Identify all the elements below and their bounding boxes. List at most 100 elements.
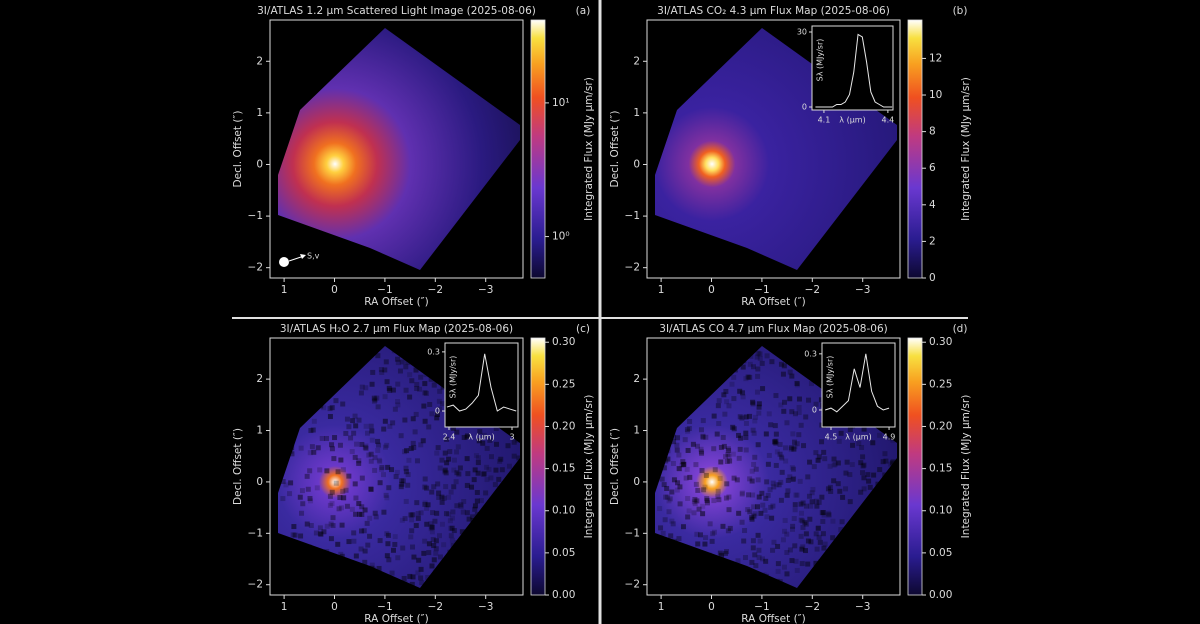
image-pixel [430, 510, 436, 516]
image-pixel [781, 564, 787, 570]
image-pixel [895, 513, 901, 519]
image-pixel [414, 458, 420, 464]
image-pixel [356, 458, 362, 464]
image-pixel [793, 492, 799, 498]
image-pixel [661, 465, 667, 471]
image-pixel [328, 375, 334, 381]
image-pixel [691, 499, 697, 505]
image-pixel [882, 451, 888, 457]
image-pixel [309, 444, 315, 450]
image-pixel [464, 434, 470, 440]
image-pixel [440, 384, 446, 390]
image-pixel [814, 546, 820, 552]
colorbar [530, 337, 546, 596]
image-pixel [766, 452, 772, 458]
image-pixel [731, 396, 737, 402]
image-pixel [493, 467, 499, 473]
image-pixel [784, 420, 790, 426]
image-pixel [314, 485, 320, 491]
image-pixel [362, 507, 368, 513]
image-pixel [501, 534, 507, 540]
y-tick-label: −1 [625, 210, 640, 222]
image-pixel [694, 348, 700, 354]
image-pixel [674, 571, 680, 577]
image-pixel [842, 568, 848, 574]
image-pixel [398, 433, 404, 439]
image-pixel [314, 565, 320, 571]
image-pixel [858, 460, 864, 466]
image-pixel [307, 468, 313, 474]
image-pixel [317, 384, 323, 390]
image-pixel [510, 559, 516, 565]
y-axis-label: Decl. Offset (″) [232, 111, 244, 188]
image-pixel [711, 365, 717, 371]
image-pixel [695, 541, 701, 547]
image-pixel [475, 470, 481, 476]
image-pixel [319, 435, 325, 441]
inset-x-tick-label: 4.5 [825, 433, 838, 442]
panel-label: (d) [953, 323, 968, 335]
image-pixel [816, 499, 822, 505]
image-pixel [692, 501, 698, 507]
image-pixel [478, 566, 484, 572]
image-pixel [479, 559, 485, 565]
image-pixel [858, 489, 864, 495]
image-pixel [306, 356, 312, 362]
image-pixel [457, 577, 463, 583]
colorbar-tick-label: 0.05 [929, 547, 952, 559]
image-pixel [820, 510, 826, 516]
image-pixel [428, 521, 434, 527]
inset-y-tick-label: 0 [435, 407, 440, 416]
image-pixel [499, 467, 505, 473]
image-pixel [286, 404, 292, 410]
image-pixel [449, 583, 455, 589]
image-pixel [391, 348, 397, 354]
image-pixel [791, 446, 797, 452]
image-pixel [280, 568, 286, 574]
image-pixel [683, 374, 689, 380]
image-pixel [433, 378, 439, 384]
y-tick-label: 0 [633, 158, 640, 170]
image-pixel [413, 367, 419, 373]
image-pixel [487, 437, 493, 443]
image-pixel [488, 475, 494, 481]
image-pixel [307, 403, 313, 409]
image-pixel [703, 472, 709, 478]
image-pixel [894, 352, 900, 358]
x-tick-label: −2 [428, 284, 443, 296]
image-pixel [439, 494, 445, 500]
image-pixel [384, 531, 390, 537]
image-pixel [377, 459, 383, 465]
image-pixel [405, 482, 411, 488]
image-pixel [697, 532, 703, 538]
image-pixel [324, 435, 330, 441]
image-pixel [863, 514, 869, 520]
x-tick-label: −2 [805, 284, 820, 296]
image-pixel [416, 557, 422, 563]
image-pixel [475, 455, 481, 461]
image-pixel [414, 500, 420, 506]
image-pixel [841, 573, 847, 579]
image-pixel [796, 396, 802, 402]
axes-frame [646, 337, 901, 596]
image-pixel [866, 478, 872, 484]
image-pixel [300, 501, 306, 507]
image-pixel [429, 411, 435, 417]
colorbar-label: Integrated Flux (MJy μm/sr) [960, 395, 972, 539]
image-pixel [704, 498, 710, 504]
image-pixel [877, 467, 883, 473]
image-pixel [684, 357, 690, 363]
x-tick-label: −2 [428, 601, 443, 613]
image-pixel [760, 502, 766, 508]
image-pixel [393, 474, 399, 480]
image-pixel [680, 459, 686, 465]
image-pixel [484, 464, 490, 470]
image-pixel [516, 455, 522, 461]
image-pixel [782, 399, 788, 405]
image-pixel [460, 536, 466, 542]
image-pixel [351, 538, 357, 544]
image-pixel [833, 541, 839, 547]
image-pixel [696, 388, 702, 394]
image-pixel [497, 528, 503, 534]
image-pixel [429, 524, 435, 530]
